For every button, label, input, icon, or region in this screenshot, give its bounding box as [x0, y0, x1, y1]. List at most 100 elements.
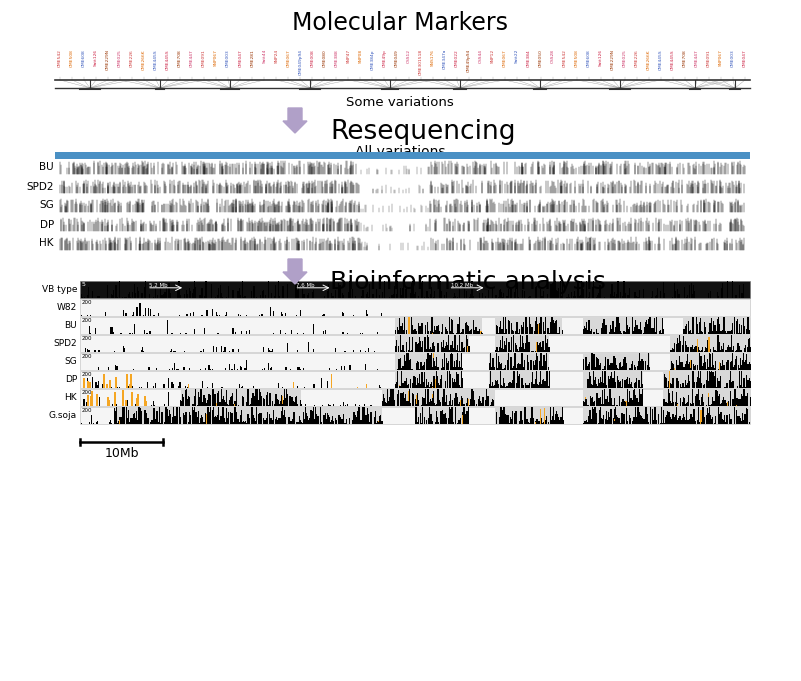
Bar — [409, 369, 410, 370]
Bar — [594, 383, 596, 388]
Bar — [340, 423, 342, 424]
Bar — [715, 420, 716, 424]
Bar — [500, 342, 501, 352]
Bar — [495, 335, 549, 352]
Bar — [556, 321, 557, 334]
Bar — [627, 385, 628, 388]
Bar — [461, 365, 462, 370]
Bar — [442, 414, 444, 424]
Bar — [460, 351, 461, 352]
Bar — [602, 400, 603, 406]
Bar — [496, 412, 497, 424]
Bar — [489, 383, 490, 388]
Bar — [285, 405, 286, 406]
Bar — [630, 386, 631, 388]
Bar — [444, 349, 445, 352]
Bar — [541, 341, 543, 352]
Bar — [624, 362, 626, 370]
Bar — [619, 386, 620, 388]
Bar — [663, 389, 750, 406]
Bar — [424, 373, 425, 388]
Bar — [697, 347, 698, 352]
Bar — [80, 281, 750, 298]
Bar — [91, 390, 93, 406]
Bar — [179, 418, 180, 424]
Bar — [309, 418, 310, 424]
Bar — [442, 345, 444, 352]
Bar — [688, 422, 689, 424]
Bar — [436, 404, 437, 406]
Bar — [743, 362, 744, 370]
Bar — [522, 419, 523, 424]
Bar — [222, 417, 223, 424]
Bar — [209, 405, 211, 406]
Bar — [743, 389, 745, 406]
Bar — [727, 281, 728, 298]
Bar — [421, 351, 422, 352]
Bar — [231, 413, 232, 424]
Bar — [437, 389, 438, 406]
Bar — [203, 400, 204, 406]
Bar — [634, 389, 635, 406]
Bar — [716, 402, 718, 406]
Bar — [655, 332, 656, 334]
Text: CME047: CME047 — [238, 49, 242, 67]
Bar — [244, 368, 246, 370]
Bar — [596, 329, 598, 334]
Bar — [582, 317, 663, 334]
Bar — [698, 322, 700, 334]
Bar — [424, 362, 425, 370]
Bar — [544, 415, 545, 424]
Bar — [593, 297, 594, 298]
Bar — [403, 345, 405, 352]
Bar — [112, 327, 113, 334]
Bar — [529, 317, 530, 334]
Bar — [690, 348, 691, 352]
Bar — [401, 392, 403, 406]
Bar — [503, 422, 505, 424]
Bar — [713, 405, 714, 406]
Bar — [641, 385, 642, 388]
Text: DP: DP — [40, 219, 54, 229]
Bar — [135, 421, 137, 424]
Bar — [582, 407, 750, 424]
Bar — [702, 395, 703, 406]
Bar — [718, 368, 719, 370]
Bar — [636, 296, 638, 298]
Bar — [450, 354, 452, 370]
Bar — [468, 326, 469, 334]
Bar — [525, 348, 526, 352]
Bar — [623, 369, 624, 370]
Bar — [426, 384, 427, 388]
Bar — [506, 415, 508, 424]
Bar — [454, 362, 456, 370]
Bar — [696, 319, 698, 334]
Bar — [617, 376, 618, 388]
Bar — [194, 330, 195, 334]
Bar — [420, 341, 421, 352]
Bar — [418, 369, 420, 370]
Bar — [473, 401, 474, 406]
Bar — [403, 296, 404, 298]
Bar — [270, 368, 272, 370]
Bar — [261, 396, 263, 406]
FancyArrow shape — [283, 259, 307, 284]
Bar — [418, 417, 419, 424]
Bar — [287, 405, 288, 406]
Bar — [517, 295, 518, 298]
Bar — [420, 384, 421, 388]
Bar — [674, 419, 676, 424]
Bar — [666, 387, 668, 388]
Bar — [545, 361, 546, 370]
Bar — [218, 407, 219, 424]
Bar — [521, 336, 523, 352]
Bar — [120, 417, 122, 424]
Bar — [453, 387, 455, 388]
Bar — [691, 413, 692, 424]
Bar — [293, 422, 295, 424]
Bar — [183, 369, 185, 370]
Bar — [189, 368, 191, 370]
Bar — [671, 361, 672, 370]
Bar — [226, 390, 227, 406]
Bar — [84, 297, 85, 298]
